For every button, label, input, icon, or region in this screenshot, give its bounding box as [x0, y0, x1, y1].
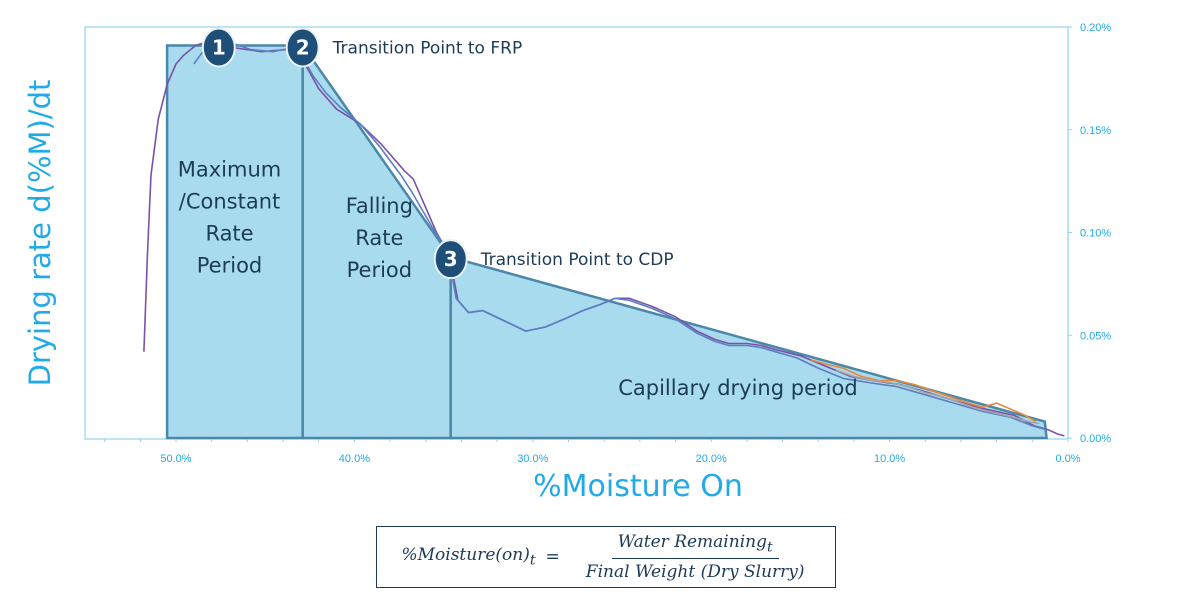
region-label-line: Rate	[355, 226, 403, 250]
callout-text: Transition Point to CDP	[480, 250, 674, 270]
region-label-line: Falling	[346, 194, 413, 218]
callout-number: 3	[444, 247, 458, 271]
y-tick-label: 0.00%	[1080, 433, 1111, 445]
formula-numerator: Water Remainingt	[611, 532, 779, 560]
callout-marker-1	[201, 27, 236, 68]
x-axis-title: %Moisture On	[533, 469, 743, 504]
region-label-line: Maximum	[178, 157, 281, 181]
callout-number: 1	[212, 35, 226, 59]
callout-text: Transition Point to FRP	[332, 38, 523, 58]
formula-lhs: %Moisture(on)t	[401, 545, 536, 569]
x-tick-label: 30.0%	[517, 453, 548, 465]
y-axis-title: Drying rate d(%M)/dt	[23, 80, 57, 387]
region-label-line: Rate	[205, 221, 253, 245]
callouts-layer: 1 2 Transition Point to FRP 3 Transition Poi…	[201, 27, 674, 280]
formula-denominator: Final Weight (Dry Slurry)	[585, 562, 805, 583]
callout-number: 2	[296, 35, 310, 59]
axes-layer: 50.0% 40.0% 30.0% 20.0% 10.0% 0.0%0.00% 0.05% 0…	[104, 22, 1111, 465]
x-tick-label: 40.0%	[339, 453, 370, 465]
series-line-3	[810, 359, 1037, 423]
x-tick-label: 0.0%	[1055, 453, 1080, 465]
region-labels: Maximum/Constant Rate Period Falling Rate Per…	[178, 157, 858, 400]
y-tick-label: 0.15%	[1080, 125, 1111, 137]
drying-rate-chart: 50.0% 40.0% 30.0% 20.0% 10.0% 0.0%0.00% 0.05% 0…	[23, 22, 1111, 504]
formula-fraction: Water Remainingt Final Weight (Dry Slurr…	[580, 532, 811, 582]
moisture-formula: %Moisture(on)t = Water Remainingt Final …	[376, 526, 836, 588]
formula-equals: =	[545, 547, 560, 567]
y-tick-label: 0.10%	[1080, 228, 1111, 240]
x-tick-label: 50.0%	[160, 453, 191, 465]
regions-layer	[165, 41, 1048, 440]
x-tick-label: 20.0%	[696, 453, 727, 465]
series-line-4	[835, 369, 1040, 425]
callout-marker-3	[433, 239, 468, 280]
callout-marker-2	[285, 27, 320, 68]
region-label-line: Capillary drying period	[618, 376, 857, 400]
x-tick-label: 10.0%	[874, 453, 905, 465]
region-label-line: Period	[197, 253, 262, 277]
region-label-line: Period	[347, 258, 412, 282]
region-label-line: /Constant	[179, 189, 280, 213]
y-tick-label: 0.20%	[1080, 22, 1111, 34]
y-tick-label: 0.05%	[1080, 330, 1111, 342]
region-3	[449, 255, 1048, 440]
series-line-2	[193, 40, 1047, 431]
